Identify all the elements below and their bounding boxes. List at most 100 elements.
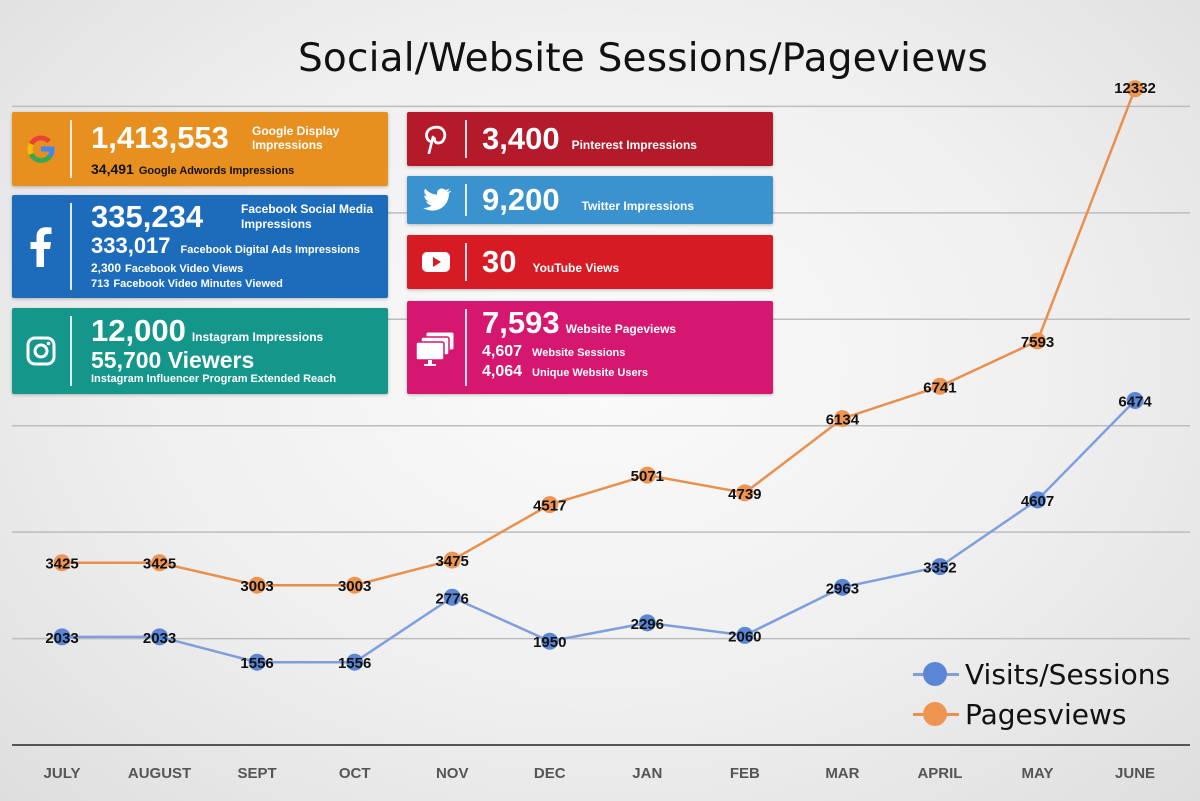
data-point-pageviews bbox=[638, 466, 656, 484]
facebook-social-label: Facebook Social Media Impressions bbox=[241, 202, 374, 231]
facebook-ads-value: 333,017 bbox=[91, 233, 171, 258]
x-tick-label: MAY bbox=[1022, 765, 1054, 782]
legend-swatch-sessions bbox=[913, 662, 959, 686]
data-label-pageviews: 6741 bbox=[923, 379, 956, 396]
legend-item-pagesviews: Pagesviews bbox=[913, 694, 1170, 734]
card-separator bbox=[465, 243, 467, 281]
data-point-sessions bbox=[1029, 491, 1046, 509]
twitter-bird-icon bbox=[407, 176, 465, 224]
data-point-pageviews bbox=[53, 554, 71, 572]
card-separator bbox=[70, 203, 72, 290]
data-point-pageviews bbox=[1029, 332, 1046, 350]
data-label-sessions: 4607 bbox=[1021, 493, 1054, 510]
legend-swatch-pageviews bbox=[913, 702, 959, 726]
instagram-impressions-label: Instagram Impressions bbox=[191, 330, 324, 344]
data-point-sessions bbox=[638, 614, 656, 632]
website-users-value: 4,064 bbox=[482, 363, 523, 380]
x-tick-label: FEB bbox=[730, 765, 760, 782]
facebook-video-minutes-label: Facebook Video Minutes Viewed bbox=[113, 278, 283, 290]
facebook-video-views-value: 2,300 bbox=[91, 261, 122, 275]
data-label-pageviews: 4739 bbox=[728, 486, 761, 503]
data-point-sessions bbox=[541, 632, 559, 650]
series-pagesviews: 3425 3425 3003 3003 3475 4517 5071 4739 6134 6741… bbox=[45, 80, 1156, 595]
legend-label-sessions: Visits/Sessions bbox=[965, 657, 1171, 691]
website-users-label: Unique Website Users bbox=[532, 367, 648, 379]
data-point-sessions bbox=[931, 558, 949, 576]
card-separator bbox=[70, 316, 72, 386]
data-label-pageviews: 3003 bbox=[338, 578, 371, 595]
website-sessions-value: 4,607 bbox=[482, 343, 523, 360]
pinterest-value: 3,400 bbox=[482, 121, 560, 156]
card-separator bbox=[465, 309, 467, 386]
data-label-pageviews: 6134 bbox=[826, 412, 860, 429]
data-point-pageviews bbox=[346, 576, 364, 594]
youtube-play-icon bbox=[407, 235, 465, 289]
card-separator bbox=[465, 120, 467, 158]
data-point-pageviews bbox=[541, 496, 559, 514]
data-point-sessions bbox=[736, 626, 754, 644]
website-pageviews-value: 7,593 bbox=[482, 305, 560, 340]
data-label-sessions: 2296 bbox=[631, 616, 664, 633]
facebook-f-icon bbox=[12, 195, 70, 298]
series-line-pageviews bbox=[62, 88, 1137, 587]
facebook-social-value: 335,234 bbox=[91, 199, 204, 234]
data-point-pageviews bbox=[736, 484, 754, 502]
twitter-stat-card: 9,200 Twitter Impressions bbox=[407, 176, 773, 224]
google-adwords-value: 34,491 bbox=[91, 161, 134, 177]
x-tick-label: DEC bbox=[534, 765, 566, 782]
x-tick-label: APRIL bbox=[917, 765, 962, 782]
google-g-icon bbox=[12, 112, 70, 186]
facebook-stat-card: 335,234 Facebook Social Media Impression… bbox=[12, 195, 388, 298]
data-point-sessions bbox=[248, 653, 266, 671]
google-adwords-label: Google Adwords Impressions bbox=[138, 165, 295, 177]
data-point-sessions bbox=[151, 628, 169, 646]
data-label-sessions: 2060 bbox=[728, 628, 761, 645]
twitter-label: Twitter Impressions bbox=[581, 199, 695, 213]
card-separator bbox=[465, 184, 467, 216]
x-tick-label: AUGUST bbox=[128, 765, 191, 782]
youtube-stat-card: 30 YouTube Views bbox=[407, 235, 773, 289]
data-point-pageviews bbox=[931, 377, 949, 395]
pinterest-stat-card: 3,400 Pinterest Impressions bbox=[407, 112, 773, 166]
facebook-video-views-label: Facebook Video Views bbox=[125, 263, 244, 275]
data-point-pageviews bbox=[833, 410, 851, 428]
data-point-pageviews bbox=[248, 576, 266, 594]
data-label-pageviews: 4517 bbox=[533, 498, 566, 515]
instagram-reach-label: Instagram Influencer Program Extended Re… bbox=[91, 373, 337, 385]
pinterest-label: Pinterest Impressions bbox=[571, 138, 697, 152]
data-point-sessions bbox=[53, 628, 71, 646]
instagram-impressions-value: 12,000 bbox=[91, 313, 186, 348]
chart-title: Social/Website Sessions/Pageviews bbox=[297, 36, 989, 81]
monitor-stack-icon bbox=[407, 301, 465, 394]
data-point-pageviews bbox=[1126, 80, 1144, 98]
x-tick-label: NOV bbox=[436, 765, 469, 782]
data-label-sessions: 1556 bbox=[338, 655, 371, 672]
pinterest-p-icon bbox=[407, 112, 465, 166]
instagram-stat-card: 12,000 Instagram Impressions 55,700 View… bbox=[12, 308, 388, 394]
card-separator bbox=[70, 120, 72, 178]
data-label-sessions: 2963 bbox=[826, 580, 859, 597]
x-tick-labels: JULY AUGUST SEPT OCT NOV DEC JAN FEB MAR APRIL MAY… bbox=[44, 765, 1156, 782]
x-tick-label: SEPT bbox=[238, 765, 277, 782]
data-point-pageviews bbox=[151, 554, 169, 572]
google-display-value: 1,413,553 bbox=[91, 120, 229, 155]
data-label-pageviews: 7593 bbox=[1021, 334, 1054, 351]
twitter-value: 9,200 bbox=[482, 182, 560, 217]
facebook-video-minutes-value: 713 bbox=[91, 278, 110, 290]
data-label-pageviews: 3425 bbox=[143, 556, 176, 573]
data-label-sessions: 1556 bbox=[240, 655, 273, 672]
series-visits-sessions: 2033 2033 1556 1556 2776 1950 2296 2060 2963 3352… bbox=[45, 391, 1152, 672]
website-pageviews-label: Website Pageviews bbox=[565, 322, 677, 336]
chart-legend: Visits/Sessions Pagesviews bbox=[913, 654, 1170, 734]
data-point-sessions bbox=[346, 653, 364, 671]
facebook-ads-label: Facebook Digital Ads Impressions bbox=[180, 244, 360, 256]
data-label-pageviews: 3003 bbox=[240, 578, 273, 595]
google-stat-card: 1,413,553 Google Display Impressions 34,… bbox=[12, 112, 388, 186]
data-label-sessions: 2776 bbox=[436, 590, 469, 607]
data-label-pageviews: 5071 bbox=[631, 468, 664, 485]
instagram-viewers: 55,700 Viewers bbox=[91, 347, 255, 373]
x-tick-label: JAN bbox=[632, 765, 662, 782]
youtube-label: YouTube Views bbox=[532, 261, 620, 275]
data-label-pageviews: 12332 bbox=[1114, 80, 1156, 97]
